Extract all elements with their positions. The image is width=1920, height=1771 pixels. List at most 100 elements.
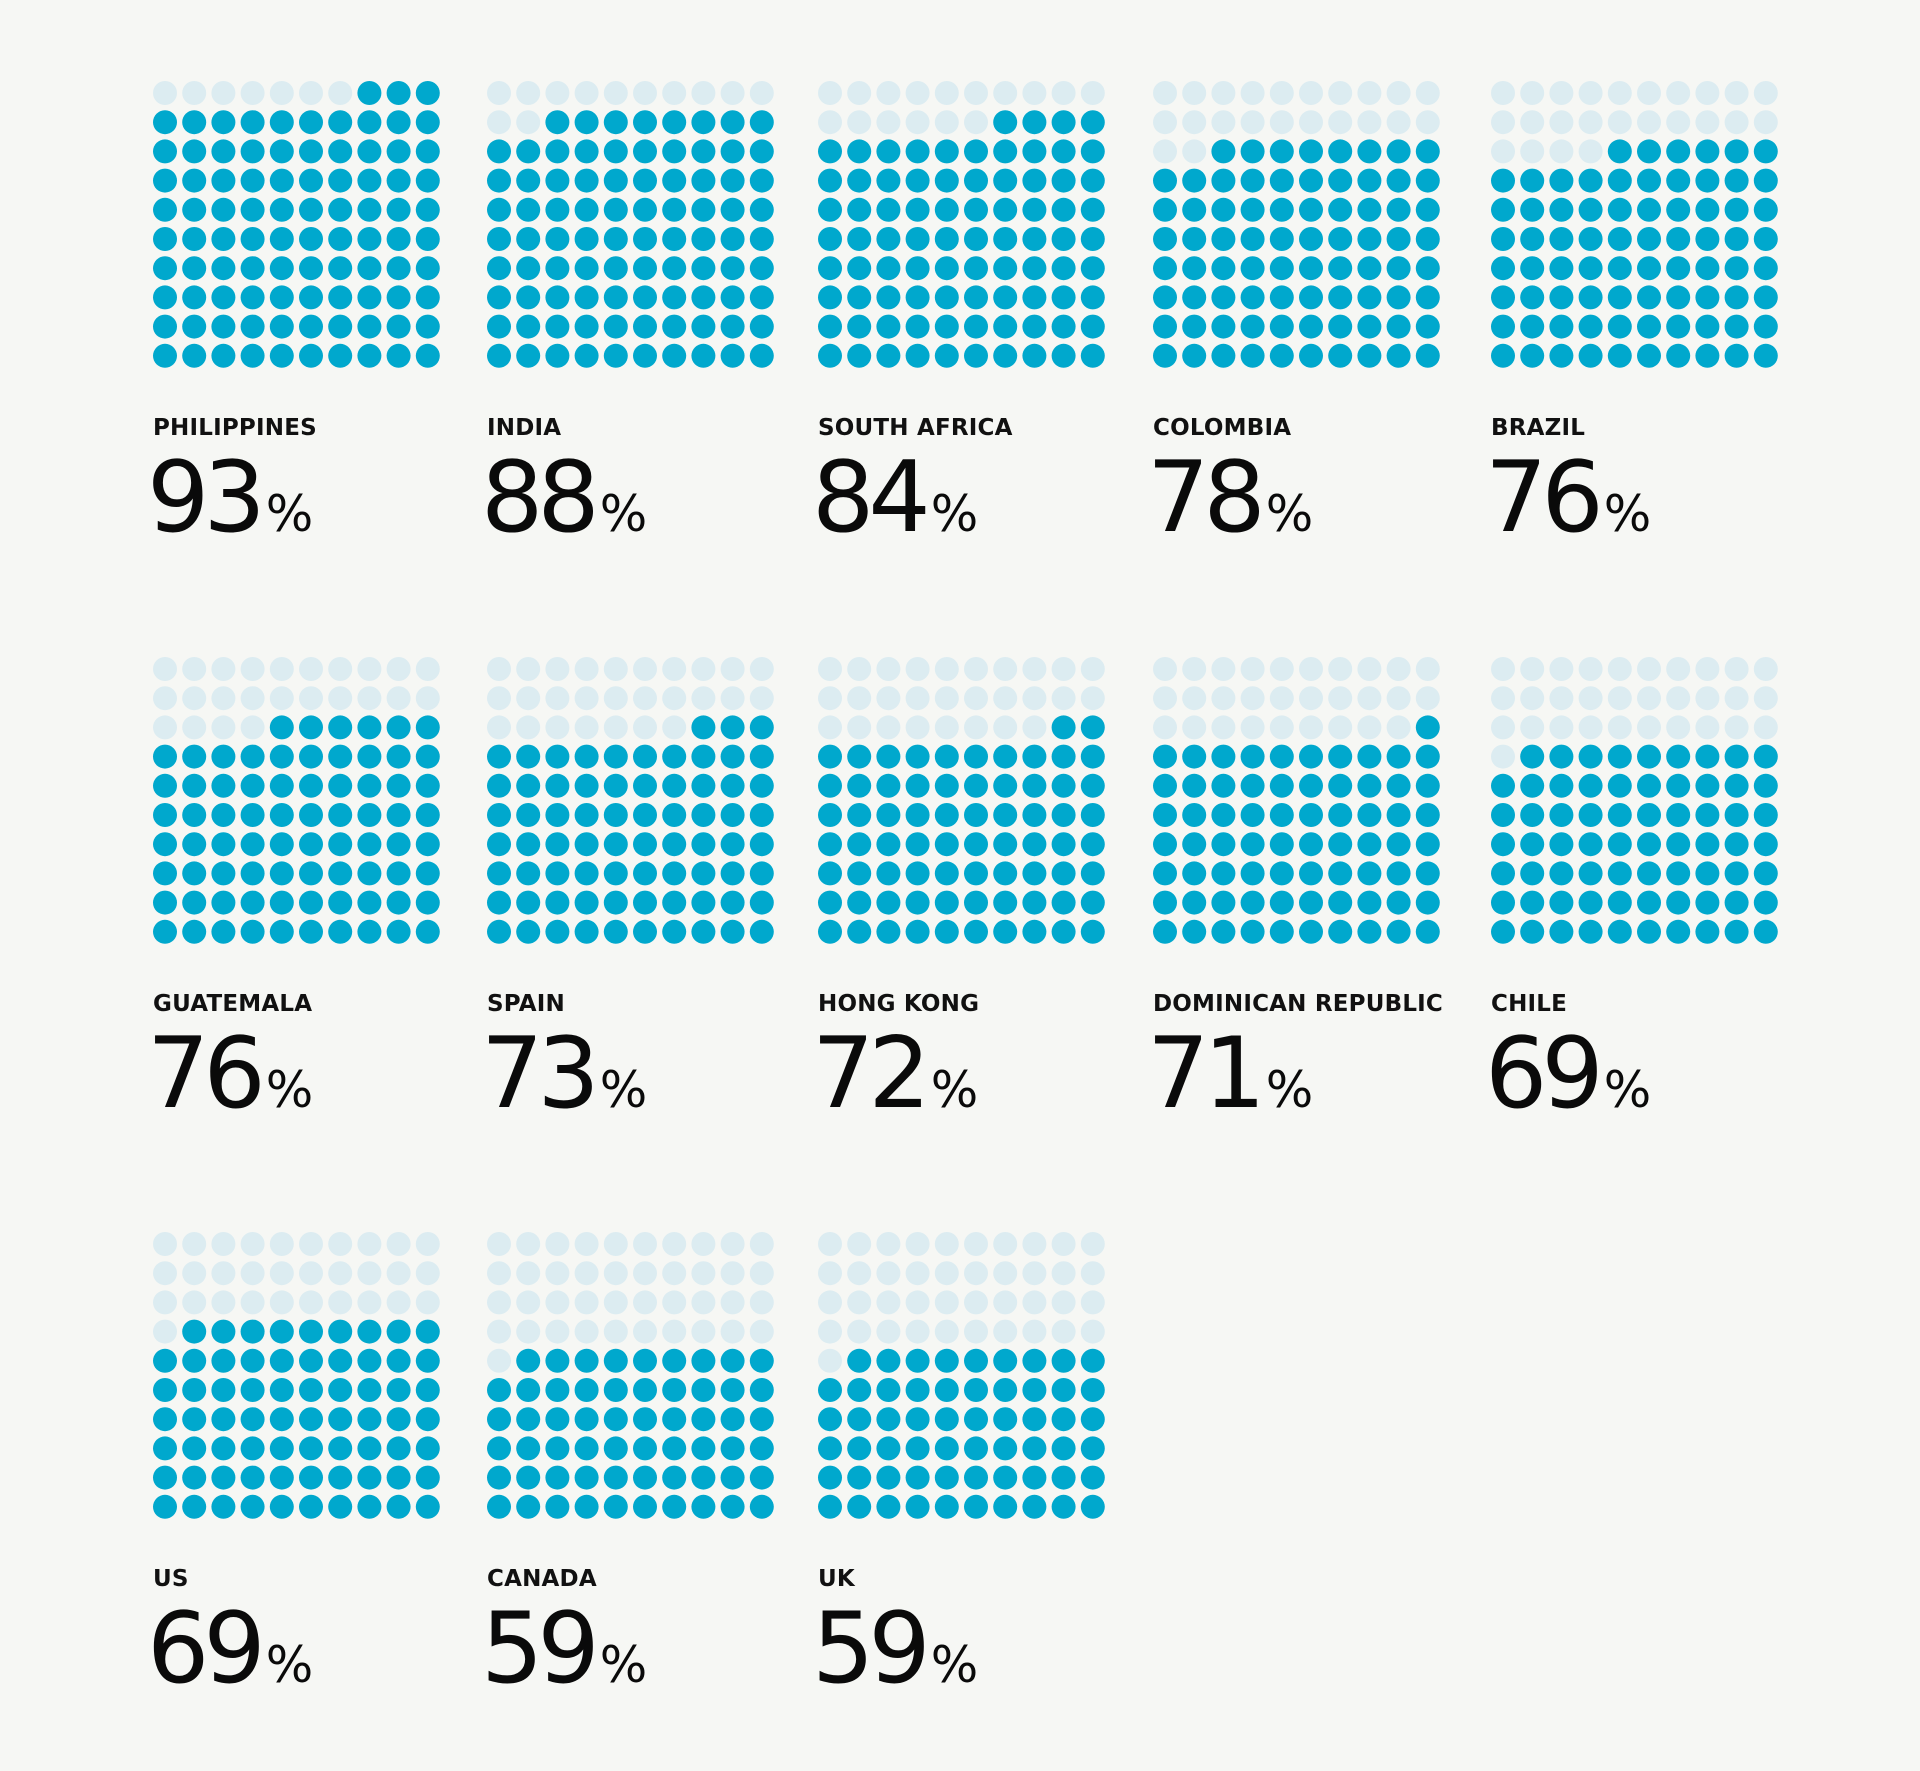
filled-dot: [749, 861, 774, 886]
filled-dot: [818, 832, 842, 857]
filled-dot: [182, 1436, 207, 1461]
filled-dot: [1022, 919, 1047, 944]
empty-dot: [211, 1232, 236, 1256]
waffle-dot-grid: [1491, 81, 1778, 368]
filled-dot: [1415, 227, 1440, 251]
filled-dot: [415, 1494, 440, 1519]
percent-sign: %: [265, 1636, 314, 1694]
filled-dot: [905, 832, 930, 857]
filled-dot: [876, 197, 901, 222]
filled-dot: [240, 744, 265, 769]
filled-dot: [905, 861, 930, 886]
filled-dot: [720, 110, 745, 135]
filled-dot: [720, 890, 745, 915]
filled-dot: [211, 1494, 236, 1519]
filled-dot: [1607, 168, 1632, 193]
filled-dot: [1666, 832, 1691, 857]
empty-dot: [905, 81, 930, 105]
filled-dot: [749, 1378, 774, 1402]
empty-dot: [1724, 686, 1749, 711]
filled-dot: [1022, 744, 1047, 769]
filled-dot: [847, 139, 872, 164]
empty-dot: [1753, 715, 1778, 740]
filled-dot: [818, 890, 842, 915]
filled-dot: [691, 110, 716, 135]
country-label: UK: [818, 1566, 855, 1592]
filled-dot: [749, 314, 774, 339]
country-label: BRAZIL: [1491, 415, 1586, 441]
filled-dot: [545, 1407, 570, 1432]
filled-dot: [1051, 861, 1076, 886]
filled-dot: [1240, 139, 1265, 164]
empty-dot: [1578, 110, 1603, 135]
filled-dot: [545, 168, 570, 193]
filled-dot: [1415, 139, 1440, 164]
filled-dot: [1491, 832, 1515, 857]
filled-dot: [934, 227, 959, 251]
empty-dot: [357, 657, 382, 681]
empty-dot: [1022, 81, 1047, 105]
empty-dot: [633, 657, 657, 681]
filled-dot: [240, 343, 265, 368]
filled-dot: [876, 285, 901, 310]
percent-sign: %: [599, 1636, 648, 1694]
filled-dot: [847, 314, 872, 339]
country-label: CANADA: [487, 1566, 597, 1592]
filled-dot: [1666, 139, 1691, 164]
filled-dot: [269, 1465, 294, 1490]
filled-dot: [545, 139, 570, 164]
filled-dot: [1022, 227, 1047, 251]
filled-dot: [749, 1348, 774, 1373]
filled-dot: [1578, 227, 1603, 251]
empty-dot: [633, 686, 657, 711]
filled-dot: [415, 343, 440, 368]
filled-dot: [1051, 1465, 1076, 1490]
filled-dot: [1211, 227, 1236, 251]
filled-dot: [749, 139, 774, 164]
empty-dot: [1607, 686, 1632, 711]
empty-dot: [876, 81, 901, 105]
filled-dot: [269, 1436, 294, 1461]
filled-dot: [1578, 832, 1603, 857]
filled-dot: [1695, 256, 1720, 281]
filled-dot: [662, 773, 687, 798]
empty-dot: [662, 1261, 687, 1286]
empty-dot: [934, 1290, 959, 1315]
filled-dot: [1724, 861, 1749, 886]
empty-dot: [415, 686, 440, 711]
filled-dot: [1415, 773, 1440, 798]
filled-dot: [1637, 773, 1661, 798]
empty-dot: [211, 1290, 236, 1315]
filled-dot: [386, 256, 411, 281]
filled-dot: [1328, 919, 1353, 944]
empty-dot: [386, 1261, 411, 1286]
empty-dot: [876, 110, 901, 135]
filled-dot: [691, 314, 716, 339]
empty-dot: [516, 1319, 541, 1344]
empty-dot: [1491, 686, 1515, 711]
filled-dot: [357, 81, 382, 105]
filled-dot: [691, 744, 716, 769]
filled-dot: [1549, 832, 1574, 857]
filled-dot: [1328, 861, 1353, 886]
filled-dot: [299, 197, 323, 222]
filled-dot: [153, 803, 177, 827]
filled-dot: [876, 773, 901, 798]
filled-dot: [964, 773, 988, 798]
waffle-dot-grid: [818, 81, 1105, 368]
filled-dot: [905, 773, 930, 798]
empty-dot: [211, 1261, 236, 1286]
filled-dot: [934, 1348, 959, 1373]
filled-dot: [487, 1494, 511, 1519]
empty-dot: [1666, 715, 1691, 740]
filled-dot: [328, 715, 353, 740]
filled-dot: [964, 1378, 988, 1402]
filled-dot: [1051, 256, 1076, 281]
filled-dot: [905, 919, 930, 944]
empty-dot: [993, 686, 1018, 711]
filled-dot: [964, 285, 988, 310]
filled-dot: [1578, 314, 1603, 339]
filled-dot: [1520, 890, 1545, 915]
filled-dot: [299, 744, 323, 769]
empty-dot: [386, 1290, 411, 1315]
